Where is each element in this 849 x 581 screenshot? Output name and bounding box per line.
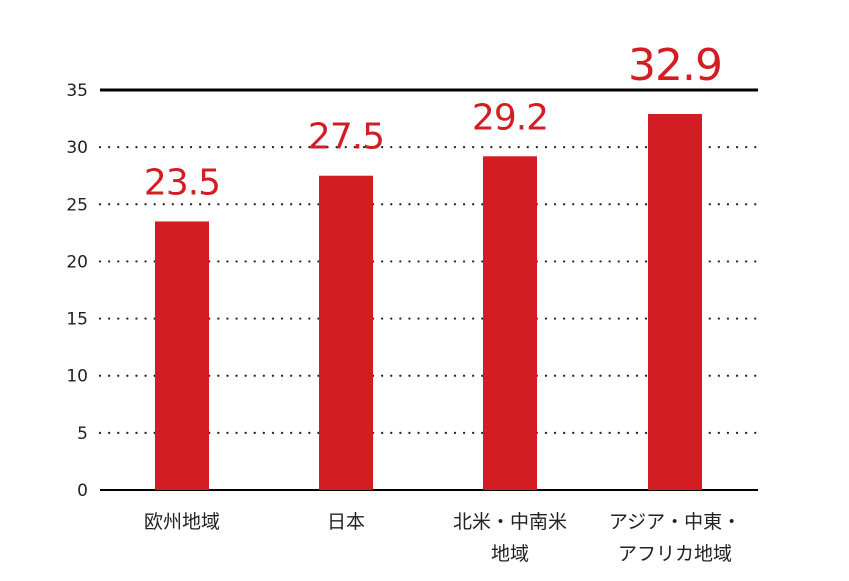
y-tick-label: 10 — [66, 367, 88, 387]
category-label: アジア・中東・ — [609, 511, 741, 533]
category-label: 日本 — [327, 511, 365, 533]
y-tick-label: 15 — [66, 310, 88, 330]
label-layer: 0 5 10 15 20 25 30 35 23.5 欧州地域 27.5 日本 29.2 北米・中南米地域… — [66, 40, 741, 565]
category-label: 北米・中南米 — [453, 511, 567, 533]
data-label: 23.5 — [144, 162, 220, 203]
bar — [483, 156, 537, 491]
category-label: 欧州地域 — [144, 511, 220, 533]
data-label: 29.2 — [472, 97, 548, 138]
bar — [155, 221, 209, 490]
bar — [648, 114, 702, 490]
category-label: 地域 — [491, 543, 529, 565]
data-label: 32.9 — [628, 40, 722, 91]
y-tick-label: 0 — [77, 481, 88, 501]
y-tick-label: 35 — [66, 81, 88, 101]
y-tick-label: 25 — [66, 195, 88, 215]
category-label: アフリカ地域 — [618, 543, 732, 565]
bar-layer — [155, 114, 702, 491]
y-tick-label: 20 — [66, 252, 88, 272]
bar — [319, 175, 373, 490]
data-label: 27.5 — [308, 117, 384, 158]
grid-layer — [98, 146, 760, 434]
y-tick-label: 30 — [66, 138, 88, 158]
y-tick-label: 5 — [77, 424, 88, 444]
